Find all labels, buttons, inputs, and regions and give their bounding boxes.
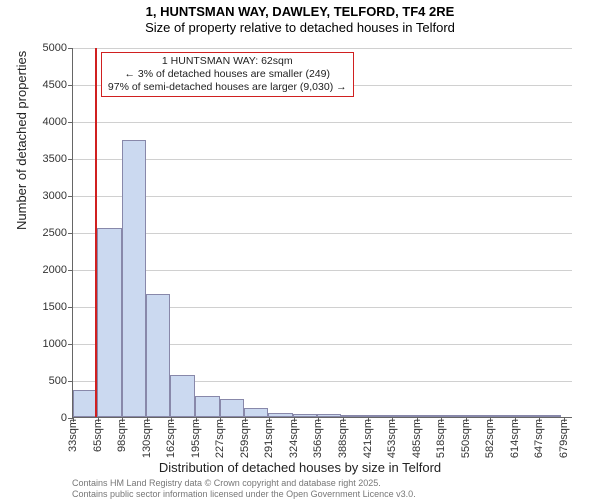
histogram-bar — [317, 414, 341, 417]
x-tick-label: 614sqm — [509, 417, 521, 458]
histogram-bar — [390, 415, 414, 417]
x-tick-label: 65sqm — [92, 417, 104, 452]
x-axis-label: Distribution of detached houses by size … — [0, 460, 600, 475]
histogram-bar — [244, 408, 268, 417]
x-tick-label: 195sqm — [190, 417, 202, 458]
chart-title-line2: Size of property relative to detached ho… — [0, 20, 600, 36]
histogram-bar — [146, 294, 170, 417]
x-tick-label: 518sqm — [435, 417, 447, 458]
x-tick-label: 130sqm — [141, 417, 153, 458]
x-tick-label: 388sqm — [337, 417, 349, 458]
histogram-bar — [220, 399, 244, 418]
histogram-bar — [293, 414, 317, 417]
histogram-bar — [463, 415, 487, 417]
x-tick-label: 679sqm — [558, 417, 570, 458]
y-gridline — [73, 270, 572, 271]
histogram-bar — [414, 415, 439, 417]
x-tick-label: 162sqm — [165, 417, 177, 458]
histogram-bar — [122, 140, 146, 417]
x-tick-label: 33sqm — [67, 417, 79, 452]
x-tick-label: 98sqm — [116, 417, 128, 452]
y-tick-label: 4500 — [43, 79, 73, 91]
x-tick-label: 356sqm — [312, 417, 324, 458]
histogram-bar — [341, 415, 366, 417]
histogram-bar — [73, 390, 97, 417]
y-tick-label: 3000 — [43, 190, 73, 202]
chart-title-block: 1, HUNTSMAN WAY, DAWLEY, TELFORD, TF4 2R… — [0, 0, 600, 37]
y-tick-label: 4000 — [43, 116, 73, 128]
y-tick-label: 5000 — [43, 42, 73, 54]
x-tick-label: 259sqm — [239, 417, 251, 458]
histogram-bar — [366, 415, 390, 417]
x-tick-label: 550sqm — [460, 417, 472, 458]
y-gridline — [73, 122, 572, 123]
annotation-line: 1 HUNTSMAN WAY: 62sqm — [108, 55, 347, 68]
histogram-bar — [268, 413, 293, 417]
x-tick-label: 582sqm — [484, 417, 496, 458]
y-tick-label: 3500 — [43, 153, 73, 165]
y-tick-label: 2000 — [43, 264, 73, 276]
footer-line1: Contains HM Land Registry data © Crown c… — [72, 478, 416, 488]
y-gridline — [73, 233, 572, 234]
chart-area: 0500100015002000250030003500400045005000… — [72, 48, 572, 418]
annotation-box: 1 HUNTSMAN WAY: 62sqm← 3% of detached ho… — [101, 52, 354, 97]
y-gridline — [73, 196, 572, 197]
y-gridline — [73, 48, 572, 49]
y-axis-label: Number of detached properties — [14, 51, 29, 230]
histogram-bar — [195, 396, 219, 417]
y-gridline — [73, 159, 572, 160]
x-tick-label: 453sqm — [386, 417, 398, 458]
y-tick-label: 1000 — [43, 338, 73, 350]
chart-footer: Contains HM Land Registry data © Crown c… — [72, 478, 416, 499]
footer-line2: Contains public sector information licen… — [72, 489, 416, 499]
x-tick-label: 485sqm — [411, 417, 423, 458]
histogram-bar — [439, 415, 463, 417]
histogram-bar — [488, 415, 512, 417]
chart-plot: 0500100015002000250030003500400045005000… — [72, 48, 572, 418]
histogram-bar — [512, 415, 537, 417]
y-tick-label: 1500 — [43, 301, 73, 313]
x-tick-label: 421sqm — [362, 417, 374, 458]
histogram-bar — [97, 228, 122, 417]
histogram-bar — [170, 375, 195, 417]
x-tick-label: 324sqm — [288, 417, 300, 458]
y-tick-label: 2500 — [43, 227, 73, 239]
x-tick-label: 227sqm — [214, 417, 226, 458]
x-tick-label: 647sqm — [533, 417, 545, 458]
x-tick-label: 291sqm — [263, 417, 275, 458]
annotation-line: ← 3% of detached houses are smaller (249… — [108, 68, 347, 81]
chart-title-line1: 1, HUNTSMAN WAY, DAWLEY, TELFORD, TF4 2R… — [0, 4, 600, 20]
property-marker-line — [95, 48, 97, 417]
annotation-line: 97% of semi-detached houses are larger (… — [108, 81, 347, 94]
y-tick-label: 500 — [49, 375, 73, 387]
histogram-bar — [537, 415, 561, 417]
